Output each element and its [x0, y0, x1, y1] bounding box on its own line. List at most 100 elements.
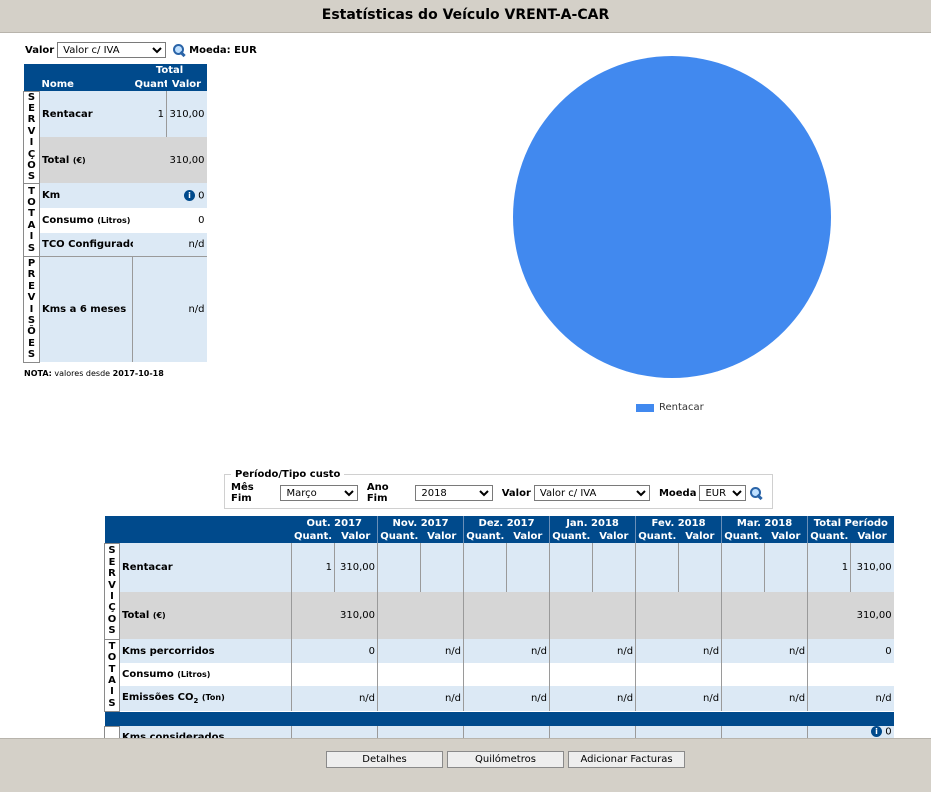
emissoes-cell: n/d — [290, 686, 378, 711]
summary-col-quant: Quant. — [132, 77, 167, 91]
search-icon[interactable] — [172, 43, 186, 57]
consumo-cell — [635, 663, 722, 686]
monthly-table: Out. 2017 Nov. 2017 Dez. 2017 Jan. 2018 Fev.… — [104, 516, 894, 748]
rentacar-name: Rentacar — [39, 91, 133, 138]
summary-total-header: Total — [132, 64, 207, 77]
valor-header: Valor — [506, 530, 550, 543]
quant-header: Quant. — [377, 530, 421, 543]
quilometros-button[interactable]: Quilómetros — [447, 751, 564, 768]
monthly-separator — [104, 711, 894, 726]
emissoes-cell: n/d — [463, 686, 550, 711]
summary-corner — [23, 64, 40, 91]
valor-header: Valor — [592, 530, 636, 543]
month-header: Total Período — [807, 516, 894, 530]
total-cell — [463, 592, 550, 639]
quant-header: Quant. — [291, 530, 335, 543]
rentacar-valor: 310,00 — [165, 91, 207, 138]
ano-fim-label: Ano Fim — [366, 482, 389, 504]
quant-header: Quant. — [463, 530, 507, 543]
valor-select[interactable]: Valor c/ IVA — [57, 42, 167, 58]
period-search-icon[interactable] — [749, 486, 763, 500]
summary-col-valor: Valor — [166, 77, 207, 91]
emissoes-cell: n/d — [549, 686, 636, 711]
pie-slice-rentacar[interactable] — [513, 56, 831, 378]
period-filter: Período/Tipo custo Mês Fim Março Ano Fim… — [224, 469, 773, 509]
month-header: Mar. 2018 — [721, 516, 808, 530]
ano-fim-select[interactable]: 2018 — [415, 485, 493, 501]
emissoes-cell: n/d — [721, 686, 808, 711]
rentacar-quant-cell — [721, 543, 765, 592]
kms-percorridos-cell: 0 — [290, 639, 378, 663]
tco-valor: n/d — [132, 233, 207, 257]
period-moeda-select[interactable]: EUR — [699, 485, 747, 501]
month-header: Out. 2017 — [291, 516, 378, 530]
top-controls: Valor Valor c/ IVA Moeda: EUR — [25, 42, 257, 58]
rentacar-quant-cell: 1 — [291, 543, 335, 592]
period-moeda-label: Moeda — [658, 487, 697, 499]
window-title: Estatísticas do Veículo VRENT-A-CAR — [0, 0, 931, 33]
total-cell: 310,00 — [807, 592, 894, 639]
info-icon[interactable]: i — [871, 726, 883, 737]
total-name: Total (€) — [39, 137, 133, 184]
emissoes-cell: n/d — [807, 686, 894, 711]
mes-fim-label: Mês Fim — [231, 482, 254, 504]
info-icon[interactable]: i — [183, 190, 195, 201]
legend-label-rentacar: Rentacar — [659, 402, 704, 413]
summary-col-nome: Nome — [39, 77, 133, 91]
bottom-toolbar: Detalhes Quilómetros Adicionar Facturas — [0, 738, 931, 792]
kms6-name: Kms a 6 meses — [39, 255, 133, 363]
detalhes-button[interactable]: Detalhes — [326, 751, 443, 768]
total-cell: 310,00 — [290, 592, 378, 639]
period-valor-label: Valor — [501, 487, 531, 499]
adicionar-facturas-button[interactable]: Adicionar Facturas — [568, 751, 685, 768]
total-cell — [549, 592, 636, 639]
month-header: Fev. 2018 — [635, 516, 722, 530]
month-header: Dez. 2017 — [463, 516, 550, 530]
km-name: Km — [39, 183, 133, 209]
rentacar-quant-cell: 1 — [807, 543, 851, 592]
consumo-valor: 0 — [132, 208, 207, 234]
rentacar-quant-cell — [549, 543, 593, 592]
monthly-rentacar-name: Rentacar — [119, 543, 292, 592]
consumo-name: Consumo (Litros) — [39, 208, 133, 234]
tco-name: TCO Configurado — [39, 233, 133, 257]
rentacar-valor-cell: 310,00 — [850, 543, 894, 592]
moeda-value: EUR — [234, 44, 257, 56]
valor-label: Valor — [25, 44, 55, 56]
quant-header: Quant. — [721, 530, 765, 543]
rentacar-valor-cell — [506, 543, 550, 592]
consumo-cell — [290, 663, 378, 686]
valor-header: Valor — [334, 530, 378, 543]
period-valor-select[interactable]: Valor c/ IVA — [533, 485, 650, 501]
rentacar-quant: 1 — [132, 91, 167, 138]
monthly-total-name: Total (€) — [119, 592, 292, 639]
valor-header: Valor — [678, 530, 722, 543]
quant-header: Quant. — [635, 530, 679, 543]
rentacar-valor-cell — [764, 543, 808, 592]
kms-percorridos-cell: n/d — [377, 639, 464, 663]
consumo-cell — [721, 663, 808, 686]
total-cell — [721, 592, 808, 639]
rentacar-valor-cell — [678, 543, 722, 592]
total-cell — [635, 592, 722, 639]
kms-percorridos-cell: 0 — [807, 639, 894, 663]
rentacar-valor-cell — [420, 543, 464, 592]
rentacar-quant-cell — [635, 543, 679, 592]
emissoes-cell: n/d — [377, 686, 464, 711]
emissoes-cell: n/d — [635, 686, 722, 711]
valor-header: Valor — [420, 530, 464, 543]
rentacar-valor-cell — [592, 543, 636, 592]
kms-considerados-total: 0 — [885, 726, 892, 738]
valor-header: Valor — [850, 530, 894, 543]
kms-percorridos-cell: n/d — [635, 639, 722, 663]
pie-chart — [513, 56, 831, 378]
quant-header: Quant. — [807, 530, 851, 543]
kms-percorridos-cell: n/d — [463, 639, 550, 663]
rentacar-quant-cell — [377, 543, 421, 592]
mes-fim-select[interactable]: Março — [280, 485, 358, 501]
kms-percorridos-cell: n/d — [721, 639, 808, 663]
